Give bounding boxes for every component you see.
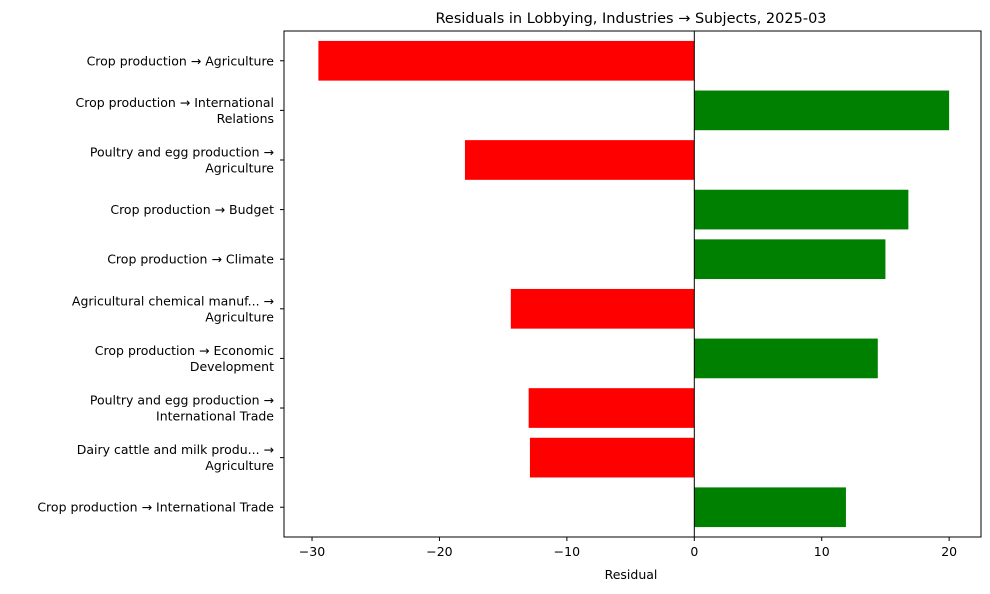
category-label-5: Agricultural chemical manuf... → Agricult… [72, 293, 274, 324]
bars-group [318, 40, 950, 528]
category-label-line: Crop production → Agriculture [87, 53, 275, 68]
x-axis-label: Residual [605, 567, 658, 582]
bar-5 [510, 288, 695, 329]
x-tick-label-2: −10 [554, 544, 580, 559]
category-label-line: Relations [217, 111, 274, 126]
category-label-7: Poultry and egg production → Internationa… [90, 393, 274, 424]
x-tick-label-3: 0 [690, 544, 698, 559]
category-label-line: Agriculture [205, 160, 274, 175]
x-tick-label-0: −30 [299, 544, 325, 559]
category-label-9: Crop production → International Trade [37, 500, 274, 515]
category-label-line: Development [190, 359, 274, 374]
category-label-line: Crop production → International [76, 95, 274, 110]
bar-1 [694, 90, 950, 131]
category-label-1: Crop production → International Relations [76, 95, 274, 126]
category-label-8: Dairy cattle and milk produ... → Agricult… [77, 442, 275, 473]
category-label-line: Agricultural chemical manuf... → [72, 293, 274, 308]
category-label-line: Poultry and egg production → [90, 144, 274, 159]
chart-title: Residuals in Lobbying, Industries → Subj… [435, 11, 826, 27]
bar-2 [464, 140, 695, 180]
plot-frame [283, 30, 982, 538]
bar-9 [694, 487, 846, 528]
category-label-line: Crop production → Climate [107, 252, 274, 267]
category-label-line: Agriculture [205, 458, 274, 473]
x-tick-label-4: 10 [814, 544, 830, 559]
category-label-line: Crop production → Economic [95, 343, 274, 358]
category-label-line: Crop production → Budget [110, 202, 274, 217]
x-tick-label-1: −20 [426, 544, 452, 559]
bar-6 [694, 338, 878, 379]
x-tick-label-5: 20 [941, 544, 957, 559]
category-label-line: Dairy cattle and milk produ... → [77, 442, 274, 457]
bar-8 [529, 437, 695, 478]
category-label-3: Crop production → Budget [110, 202, 274, 217]
category-label-0: Crop production → Agriculture [87, 53, 275, 68]
bar-3 [694, 189, 909, 230]
y-axis-ticks: Crop production → Agriculture Crop produc… [37, 53, 284, 515]
x-axis-ticks: −30 −20 −10 0 10 20 [299, 537, 957, 559]
category-label-line: Agriculture [205, 309, 274, 324]
bar-4 [694, 239, 886, 280]
category-label-4: Crop production → Climate [107, 252, 274, 267]
bar-7 [528, 388, 695, 428]
category-label-line: Poultry and egg production → [90, 393, 274, 408]
category-label-line: Crop production → International Trade [37, 500, 274, 515]
bar-0 [318, 40, 695, 81]
category-label-6: Crop production → Economic Development [95, 343, 274, 374]
category-label-2: Poultry and egg production → Agriculture [90, 144, 274, 175]
category-label-line: International Trade [156, 409, 274, 424]
